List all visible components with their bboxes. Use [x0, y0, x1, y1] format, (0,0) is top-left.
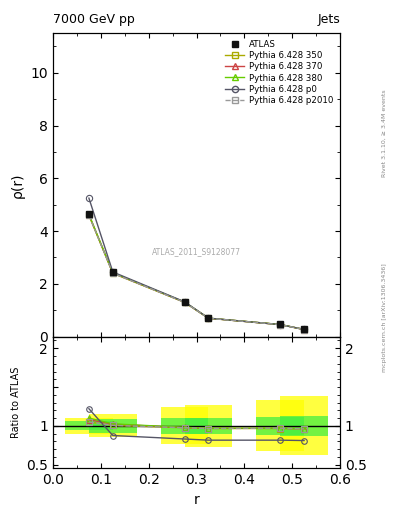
Bar	[65, 418, 113, 434]
Y-axis label: ρ(r): ρ(r)	[11, 172, 25, 198]
Bar	[185, 418, 232, 434]
Bar	[161, 418, 208, 434]
Text: mcplots.cern.ch [arXiv:1306.3436]: mcplots.cern.ch [arXiv:1306.3436]	[382, 263, 387, 372]
Bar	[65, 421, 113, 431]
Bar	[161, 407, 208, 444]
X-axis label: r: r	[194, 493, 199, 507]
Text: 7000 GeV pp: 7000 GeV pp	[53, 13, 135, 26]
Bar	[89, 414, 137, 437]
Text: ATLAS_2011_S9128077: ATLAS_2011_S9128077	[152, 247, 241, 256]
Y-axis label: Ratio to ATLAS: Ratio to ATLAS	[11, 367, 21, 438]
Bar	[280, 416, 328, 436]
Bar	[185, 405, 232, 447]
Bar	[256, 400, 304, 452]
Bar	[89, 419, 137, 433]
Text: Jets: Jets	[317, 13, 340, 26]
Bar	[280, 396, 328, 455]
Bar	[256, 416, 304, 435]
Text: Rivet 3.1.10, ≥ 3.4M events: Rivet 3.1.10, ≥ 3.4M events	[382, 89, 387, 177]
Legend: ATLAS, Pythia 6.428 350, Pythia 6.428 370, Pythia 6.428 380, Pythia 6.428 p0, Py: ATLAS, Pythia 6.428 350, Pythia 6.428 37…	[223, 37, 336, 108]
